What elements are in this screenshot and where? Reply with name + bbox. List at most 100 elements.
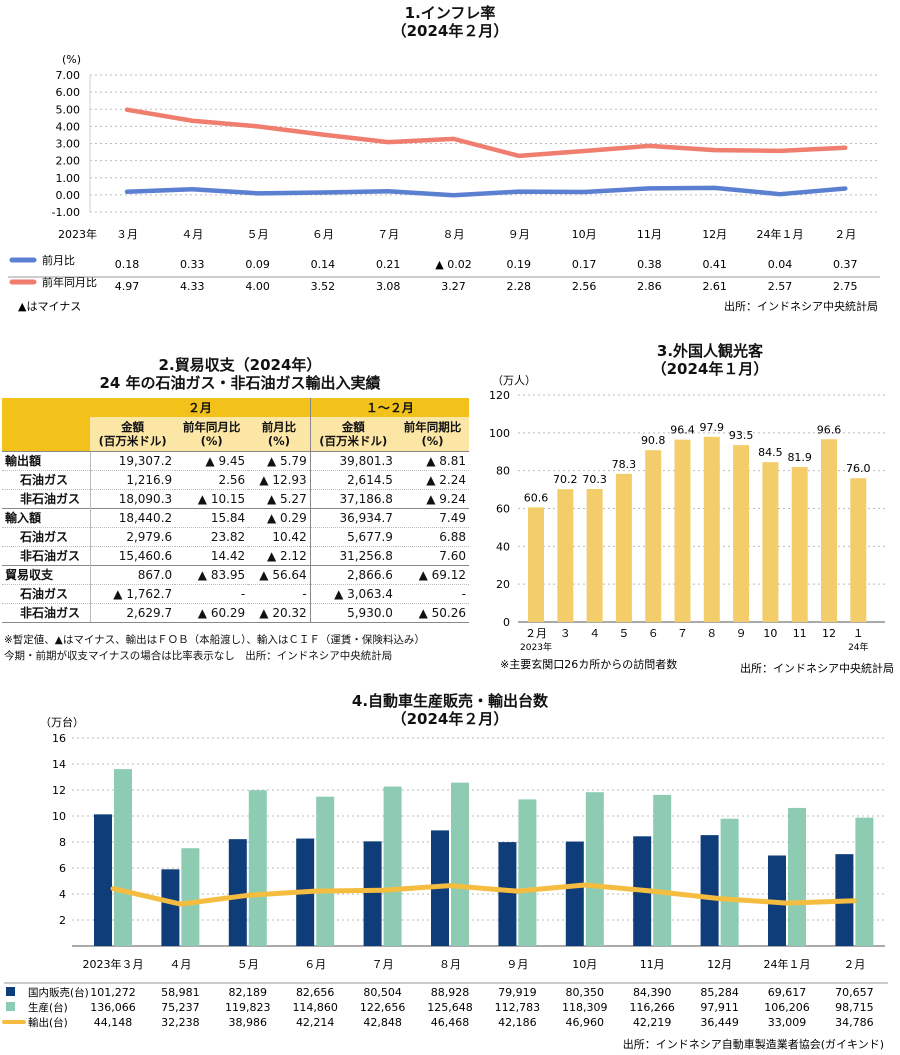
row-label: 非石油ガス xyxy=(2,489,90,509)
bar-production xyxy=(585,792,604,946)
chart1-title: 1.インフレ率 （2024年２月） xyxy=(300,4,600,40)
y-tick-label: 10 xyxy=(52,810,66,823)
bar-production xyxy=(114,769,132,946)
data-label: 3.27 xyxy=(441,280,466,293)
y-tick-label: 100 xyxy=(489,427,510,440)
bar-value-label: 78.3 xyxy=(612,458,637,471)
table-cell: 867.0 xyxy=(89,565,176,585)
table-cell: 15,460.6 xyxy=(89,546,176,566)
legend-label: 輸出(台) xyxy=(28,1016,68,1029)
source-label: 出所：インドネシア中央統計局 xyxy=(740,661,894,675)
data-label: 0.21 xyxy=(376,258,401,271)
table-row: 石油ガス 2,979.6 23.82 10.42 5,677.9 6.88 xyxy=(2,527,469,547)
table-cell: 39,801.3 xyxy=(309,451,396,471)
chart4-title: 4.自動車生産販売・輸出台数 （2024年２月） xyxy=(250,692,650,728)
y-tick-label: 120 xyxy=(489,389,510,402)
table-cell: 2.56 xyxy=(175,470,249,490)
table-cell: ▲ 69.12 xyxy=(395,565,469,585)
data-label: 69,617 xyxy=(768,986,807,999)
bar-value-label: 70.3 xyxy=(582,473,607,486)
chart2-subtitle: 24 年の石油ガス・非石油ガス輸出入実績 xyxy=(99,374,381,392)
bar-production xyxy=(451,782,469,946)
y-tick-label: 16 xyxy=(52,732,66,745)
source-label: 出所：インドネシア自動車製造業者協会(ガイキンド) xyxy=(623,1037,884,1051)
data-label: 2.57 xyxy=(768,280,793,293)
column-header: 前年同期比 (%) xyxy=(395,417,469,452)
table-cell: 7.60 xyxy=(395,546,469,566)
y-axis-unit: （万人） xyxy=(492,374,536,387)
data-label: 34,786 xyxy=(835,1016,874,1029)
table-cell: ▲ 9.45 xyxy=(175,451,249,471)
y-tick-label: 60 xyxy=(496,503,510,516)
data-label: 82,189 xyxy=(229,986,268,999)
legend-swatch xyxy=(6,1002,15,1011)
y-tick-label: 2.00 xyxy=(56,155,81,168)
chart2-title: 2.貿易収支（2024年） 24 年の石油ガス・非石油ガス輸出入実績 xyxy=(30,356,450,392)
data-label: 0.38 xyxy=(637,258,662,271)
row-label: 石油ガス xyxy=(2,470,90,490)
data-label: 116,266 xyxy=(629,1001,675,1014)
bar-value-label: 70.2 xyxy=(553,473,578,486)
data-label: 42,848 xyxy=(363,1016,402,1029)
table-cell: ▲ 5.27 xyxy=(248,489,311,509)
x-tick-label: ４ xyxy=(589,627,600,640)
table-cell: ▲ 20.32 xyxy=(248,603,311,623)
x-tick-label: ２月 xyxy=(843,958,865,971)
chart2-title-main: 2.貿易収支（2024年） xyxy=(158,356,322,374)
x-tick-label: ６ xyxy=(648,627,659,640)
table-cell: ▲ 1,762.7 xyxy=(89,584,176,604)
year-label: 2023年 xyxy=(58,227,97,241)
y-tick-label: 40 xyxy=(496,540,510,553)
data-label: 0.17 xyxy=(572,258,597,271)
data-label: 4.00 xyxy=(245,280,270,293)
table-cell: 5,930.0 xyxy=(309,603,396,623)
bar-production xyxy=(181,848,200,946)
table-cell: 37,186.8 xyxy=(309,489,396,509)
data-label: 42,219 xyxy=(633,1016,672,1029)
bar-production xyxy=(383,786,402,946)
data-label: 101,272 xyxy=(90,986,136,999)
bar xyxy=(615,473,632,622)
y-axis-unit: （万台） xyxy=(40,715,84,729)
data-label: 98,715 xyxy=(835,1001,874,1014)
inflation-line-chart: (%) 7.00 6.00 5.00 4.00 3.00 2.00 1.00 0.00 -1.00… xyxy=(8,53,880,313)
data-label: 70,657 xyxy=(835,986,874,999)
table-cell: ▲ 3,063.4 xyxy=(309,584,396,604)
table-cell: 36,934.7 xyxy=(309,508,396,528)
bar-production xyxy=(653,794,672,946)
data-label: 44,148 xyxy=(94,1016,133,1029)
data-label: 3.08 xyxy=(376,280,401,293)
data-label: 33,009 xyxy=(768,1016,807,1029)
table-cell: ▲ 83.95 xyxy=(175,565,249,585)
table-cell: 1,216.9 xyxy=(89,470,176,490)
y-tick-label: 0.00 xyxy=(56,189,81,202)
group-header-jan-feb: １～２月 xyxy=(309,398,469,417)
data-label: 36,449 xyxy=(700,1016,739,1029)
bar-production xyxy=(855,817,874,946)
bar-value-label: 76.0 xyxy=(846,462,871,475)
chart4-subtitle: （2024年２月） xyxy=(391,710,509,728)
bar-value-label: 84.5 xyxy=(758,446,783,459)
series-line xyxy=(124,107,848,159)
table-row: 非石油ガス 2,629.7 ▲ 60.29 ▲ 20.32 5,930.0 ▲ 50.26 xyxy=(2,603,469,623)
bar-domestic xyxy=(228,839,247,946)
data-label: 84,390 xyxy=(633,986,672,999)
data-label: 97,911 xyxy=(700,1001,739,1014)
x-tick-sublabel: 24年 xyxy=(848,641,868,653)
table-cell: ▲ 50.26 xyxy=(395,603,469,623)
source-label: 出所：インドネシア中央統計局 xyxy=(724,299,878,313)
row-label: 輸入額 xyxy=(2,508,90,528)
data-label: 122,656 xyxy=(360,1001,406,1014)
y-tick-label: 4 xyxy=(59,888,66,901)
x-tick-label: 11月 xyxy=(640,958,665,971)
table-cell: 18,090.3 xyxy=(89,489,176,509)
x-tick-label: ８月 xyxy=(439,958,461,971)
row-label: 石油ガス xyxy=(2,584,90,604)
x-tick-label: 12月 xyxy=(707,958,732,971)
column-header: 金額 (百万米ドル) xyxy=(309,417,396,452)
row-label: 輸出額 xyxy=(2,451,90,471)
x-tick-label: 2023年３月 xyxy=(83,957,144,971)
chart3-title: 3.外国人観光客 （2024年１月） xyxy=(560,342,860,378)
y-tick-label: -1.00 xyxy=(52,206,80,219)
series-line xyxy=(124,185,848,198)
